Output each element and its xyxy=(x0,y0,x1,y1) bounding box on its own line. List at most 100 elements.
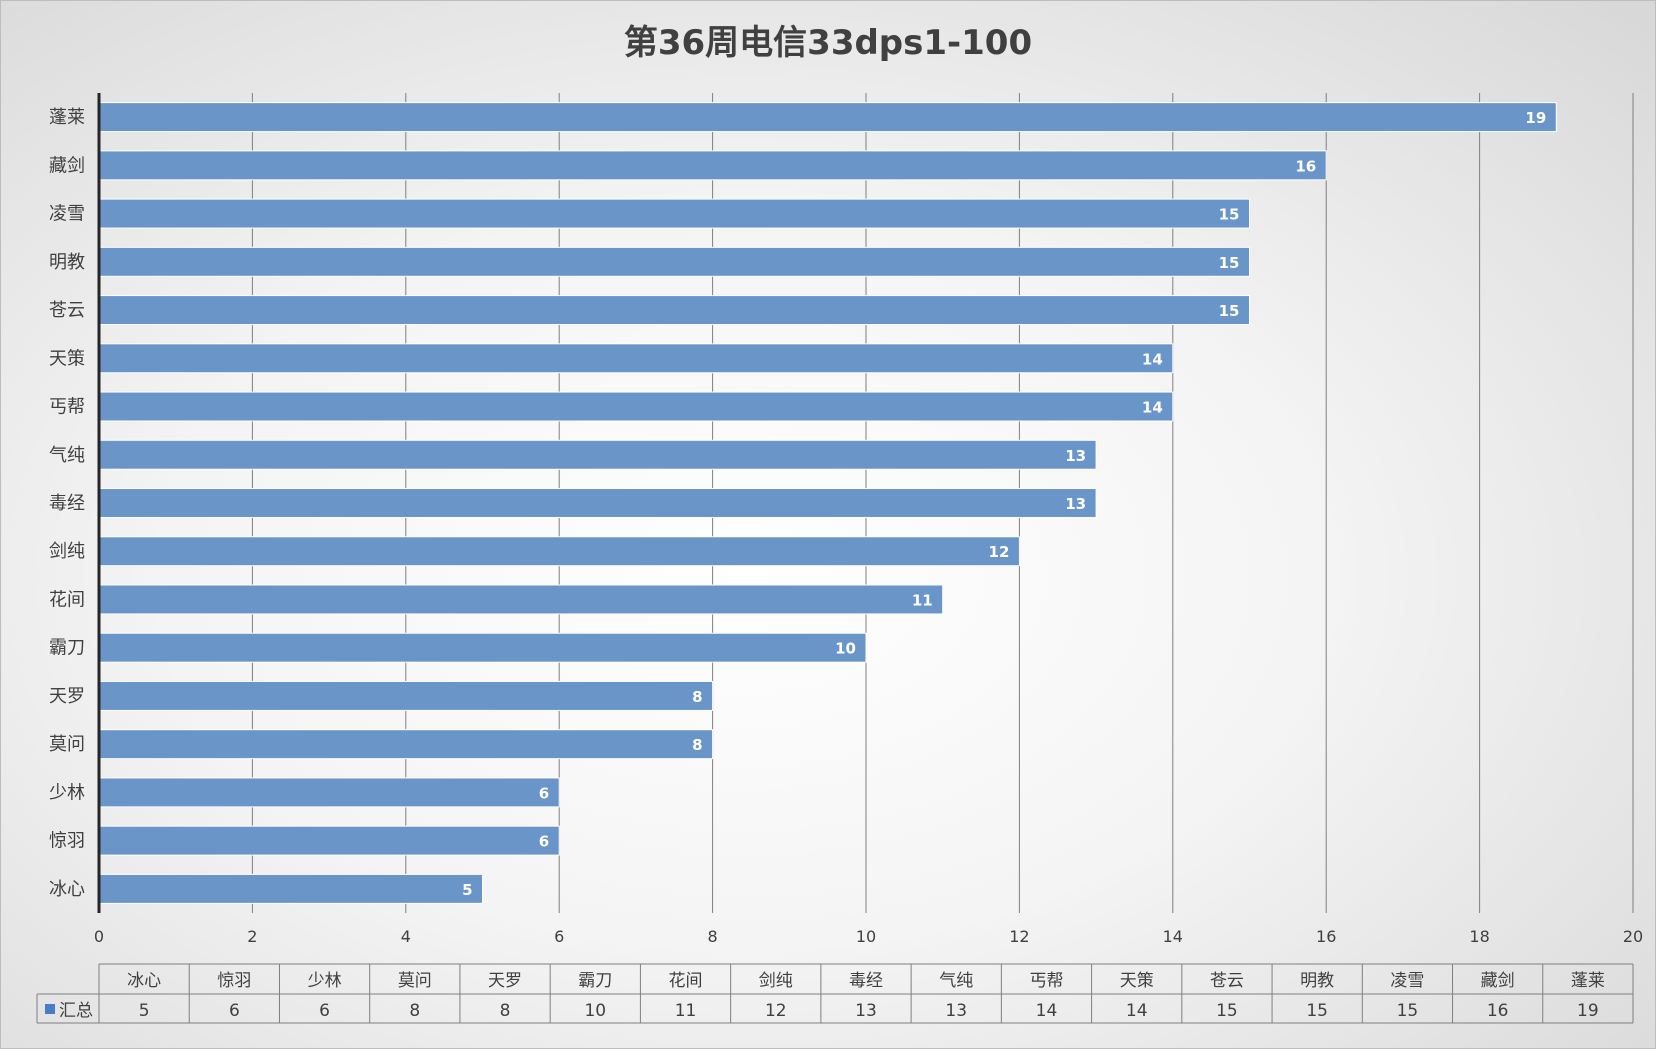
table-header-惊羽: 惊羽 xyxy=(217,971,251,991)
data-label-气纯: 13 xyxy=(1065,447,1086,465)
table-value-藏剑: 16 xyxy=(1487,1001,1509,1021)
table-header-剑纯: 剑纯 xyxy=(759,971,793,991)
x-tick-label-8: 8 xyxy=(708,927,718,946)
category-label-莫问: 莫问 xyxy=(49,734,85,755)
bar-气纯 xyxy=(98,439,1097,470)
data-label-丐帮: 14 xyxy=(1142,399,1163,417)
x-tick-label-6: 6 xyxy=(554,927,564,946)
category-label-花间: 花间 xyxy=(49,589,85,610)
table-header-气纯: 气纯 xyxy=(939,971,973,991)
table-header-藏剑: 藏剑 xyxy=(1481,971,1515,991)
bar-冰心 xyxy=(98,873,483,904)
bar-蓬莱 xyxy=(98,102,1557,133)
data-label-冰心: 5 xyxy=(462,881,472,899)
data-label-苍云: 15 xyxy=(1219,302,1240,320)
data-label-明教: 15 xyxy=(1219,254,1240,272)
category-label-冰心: 冰心 xyxy=(49,879,85,900)
category-label-剑纯: 剑纯 xyxy=(49,541,85,562)
x-tick-label-2: 2 xyxy=(247,927,257,946)
bar-少林 xyxy=(98,777,560,808)
category-label-霸刀: 霸刀 xyxy=(49,638,85,659)
x-tick-label-18: 18 xyxy=(1469,927,1489,946)
category-label-蓬莱: 蓬莱 xyxy=(49,107,85,128)
category-label-气纯: 气纯 xyxy=(49,445,85,466)
x-tick-label-14: 14 xyxy=(1163,927,1183,946)
table-header-毒经: 毒经 xyxy=(849,971,883,991)
table-value-丐帮: 14 xyxy=(1036,1001,1058,1021)
data-label-毒经: 13 xyxy=(1065,495,1086,513)
data-label-花间: 11 xyxy=(912,591,933,609)
bar-毒经 xyxy=(98,488,1097,518)
x-tick-label-4: 4 xyxy=(401,927,411,946)
x-tick-label-20: 20 xyxy=(1623,927,1643,946)
table-header-少林: 少林 xyxy=(308,971,342,991)
data-label-天罗: 8 xyxy=(692,688,702,706)
table-header-天策: 天策 xyxy=(1120,971,1154,991)
table-header-莫问: 莫问 xyxy=(398,971,432,991)
data-label-天策: 14 xyxy=(1142,350,1163,368)
data-label-霸刀: 10 xyxy=(835,640,856,658)
bar-剑纯 xyxy=(98,536,1020,567)
bar-天罗 xyxy=(98,680,714,711)
category-label-凌雪: 凌雪 xyxy=(49,204,85,225)
table-value-苍云: 15 xyxy=(1216,1001,1238,1021)
bar-莫问 xyxy=(98,729,714,760)
legend-series-name: 汇总 xyxy=(59,1001,93,1021)
data-label-剑纯: 12 xyxy=(989,543,1010,561)
data-label-惊羽: 6 xyxy=(539,833,549,851)
bar-丐帮 xyxy=(98,391,1174,422)
table-value-剑纯: 12 xyxy=(765,1001,787,1021)
table-header-天罗: 天罗 xyxy=(488,971,522,991)
table-value-莫问: 8 xyxy=(409,1001,420,1021)
x-tick-label-16: 16 xyxy=(1316,927,1336,946)
table-value-凌雪: 15 xyxy=(1397,1001,1419,1021)
data-label-少林: 6 xyxy=(539,784,549,802)
category-label-丐帮: 丐帮 xyxy=(49,397,85,418)
data-label-蓬莱: 19 xyxy=(1525,109,1546,127)
bar-苍云 xyxy=(98,295,1250,326)
table-header-花间: 花间 xyxy=(669,971,703,991)
category-label-惊羽: 惊羽 xyxy=(49,831,85,852)
data-label-凌雪: 15 xyxy=(1219,206,1240,224)
table-value-霸刀: 10 xyxy=(584,1001,606,1021)
category-label-天罗: 天罗 xyxy=(49,686,85,707)
table-header-蓬莱: 蓬莱 xyxy=(1571,971,1605,991)
bar-藏剑 xyxy=(98,150,1327,181)
bar-惊羽 xyxy=(98,825,560,856)
category-label-藏剑: 藏剑 xyxy=(49,155,85,176)
table-value-少林: 6 xyxy=(319,1001,330,1021)
table-value-蓬莱: 19 xyxy=(1577,1001,1599,1021)
bar-花间 xyxy=(98,584,944,615)
category-label-苍云: 苍云 xyxy=(49,300,85,321)
table-header-丐帮: 丐帮 xyxy=(1029,971,1063,991)
bar-霸刀 xyxy=(98,632,867,663)
x-tick-label-10: 10 xyxy=(856,927,876,946)
table-value-花间: 11 xyxy=(675,1001,697,1021)
chart-title: 第36周电信33dps1-100 xyxy=(623,23,1033,63)
table-value-天策: 14 xyxy=(1126,1001,1148,1021)
table-header-苍云: 苍云 xyxy=(1210,971,1244,991)
bar-明教 xyxy=(98,246,1250,277)
table-value-气纯: 13 xyxy=(945,1001,967,1021)
table-value-冰心: 5 xyxy=(139,1001,150,1021)
bar-天策 xyxy=(98,343,1174,374)
legend-key xyxy=(45,1004,55,1014)
bar-凌雪 xyxy=(98,198,1250,229)
x-tick-label-12: 12 xyxy=(1009,927,1029,946)
table-value-明教: 15 xyxy=(1306,1001,1328,1021)
category-label-天策: 天策 xyxy=(49,348,85,369)
table-header-霸刀: 霸刀 xyxy=(578,971,612,991)
data-label-莫问: 8 xyxy=(692,736,702,754)
table-header-冰心: 冰心 xyxy=(127,971,161,991)
data-label-藏剑: 16 xyxy=(1295,157,1316,175)
category-label-明教: 明教 xyxy=(49,252,85,273)
table-value-天罗: 8 xyxy=(500,1001,511,1021)
category-label-毒经: 毒经 xyxy=(49,493,85,514)
category-label-少林: 少林 xyxy=(49,782,85,803)
table-value-毒经: 13 xyxy=(855,1001,877,1021)
table-value-惊羽: 6 xyxy=(229,1001,240,1021)
table-header-明教: 明教 xyxy=(1300,971,1334,991)
table-header-凌雪: 凌雪 xyxy=(1390,971,1424,991)
